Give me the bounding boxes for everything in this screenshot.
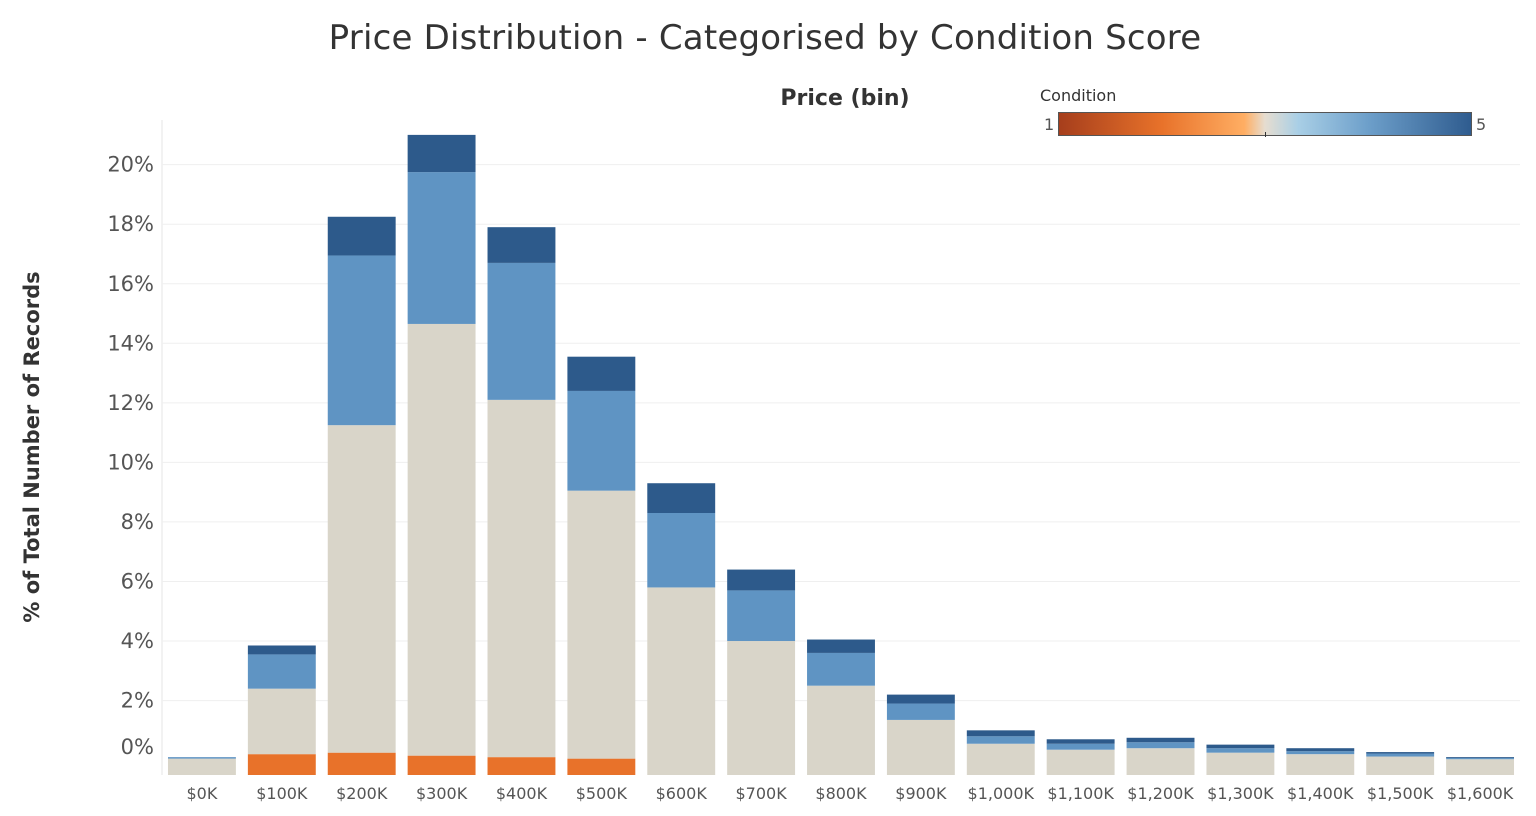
bar-segment[interactable] <box>966 730 1035 737</box>
bar-segment[interactable] <box>1286 751 1355 755</box>
bar-segment[interactable] <box>1046 743 1115 750</box>
x-tick-label: $700K <box>736 784 788 803</box>
bar-segment[interactable] <box>567 490 636 759</box>
x-tick-labels: $0K $100K $200K $300K $400K $500K $600K $700K $8… <box>187 784 1514 803</box>
chart-title: Price Distribution - Categorised by Cond… <box>328 18 1202 58</box>
x-tick-label: $300K <box>416 784 468 803</box>
bar-segment[interactable] <box>886 694 955 704</box>
bar-segment[interactable] <box>327 425 396 753</box>
bar-segment[interactable] <box>1366 756 1435 775</box>
bar-segment[interactable] <box>966 743 1035 775</box>
bar-segment[interactable] <box>1446 757 1515 759</box>
bar-segment[interactable] <box>567 390 636 491</box>
y-tick-label: 20% <box>107 153 154 177</box>
y-tick-label: 14% <box>107 331 154 355</box>
legend-max-label: 5 <box>1476 115 1487 134</box>
bar-segment[interactable] <box>727 590 796 642</box>
bar-segment[interactable] <box>647 587 716 775</box>
bar-segment[interactable] <box>167 757 236 759</box>
legend-midpoint-tick <box>1265 132 1266 137</box>
x-tick-label: $1,400K <box>1287 784 1354 803</box>
x-tick-label: $1,500K <box>1367 784 1434 803</box>
x-tick-label: $100K <box>256 784 308 803</box>
bar-segment[interactable] <box>886 703 955 720</box>
bar-segment[interactable] <box>1366 753 1435 757</box>
x-axis-label: Price (bin) <box>780 86 910 111</box>
bar-segment[interactable] <box>1046 739 1115 744</box>
x-tick-label: $600K <box>656 784 708 803</box>
x-tick-label: $1,600K <box>1447 784 1514 803</box>
bar-segment[interactable] <box>567 356 636 391</box>
y-tick-label: 6% <box>121 569 154 593</box>
bar-segment[interactable] <box>1126 748 1195 775</box>
x-tick-label: $800K <box>815 784 867 803</box>
y-tick-label: 4% <box>121 629 154 653</box>
bar-segment[interactable] <box>807 639 875 653</box>
bar-segment[interactable] <box>567 758 636 775</box>
bar-segment[interactable] <box>167 758 236 775</box>
bar-segment[interactable] <box>1446 758 1515 760</box>
bar-segment[interactable] <box>327 752 396 775</box>
x-tick-label: $900K <box>895 784 947 803</box>
bar-segment[interactable] <box>327 255 396 426</box>
bar-segment[interactable] <box>1206 748 1275 753</box>
bar-segment[interactable] <box>1046 749 1115 775</box>
x-tick-label: $1,100K <box>1047 784 1114 803</box>
bar-segment[interactable] <box>487 399 556 758</box>
y-tick-label: 0% <box>121 735 154 759</box>
y-tick-label: 10% <box>107 450 154 474</box>
bar-segment[interactable] <box>407 134 476 173</box>
bar-segment[interactable] <box>1206 752 1275 775</box>
y-tick-label: 16% <box>107 272 154 296</box>
bar-segment[interactable] <box>487 262 556 400</box>
y-tick-label: 12% <box>107 391 154 415</box>
bar-segment[interactable] <box>966 736 1035 744</box>
y-tick-labels: 0% 2% 4% 6% 8% 10% 12% 14% 16% 18% 20% <box>107 153 154 759</box>
x-tick-label: $1,000K <box>968 784 1035 803</box>
bar-segment[interactable] <box>247 688 316 755</box>
bar-segment[interactable] <box>807 685 875 775</box>
bar-segment[interactable] <box>1206 744 1275 749</box>
bar-segment[interactable] <box>487 757 556 775</box>
bar-segment[interactable] <box>1286 748 1355 752</box>
bar-segment[interactable] <box>727 641 796 775</box>
x-tick-label: $0K <box>187 784 218 803</box>
y-tick-label: 18% <box>107 212 154 236</box>
y-tick-label: 8% <box>121 510 154 534</box>
bar-segment[interactable] <box>327 216 396 256</box>
bar-segment[interactable] <box>407 172 476 324</box>
legend-title: Condition <box>1040 86 1117 105</box>
bar-segment[interactable] <box>807 652 875 686</box>
bar-segment[interactable] <box>647 513 716 588</box>
x-tick-label: $500K <box>576 784 628 803</box>
x-tick-label: $200K <box>336 784 388 803</box>
legend-min-label: 1 <box>1044 115 1055 134</box>
bar-segment[interactable] <box>1126 737 1195 743</box>
bars <box>167 134 1515 775</box>
bar-segment[interactable] <box>1366 752 1435 754</box>
bar-segment[interactable] <box>647 483 716 513</box>
bar-segment[interactable] <box>247 645 316 655</box>
bar-segment[interactable] <box>727 569 796 591</box>
y-tick-label: 2% <box>121 689 154 713</box>
x-tick-label: $1,300K <box>1207 784 1274 803</box>
bar-segment[interactable] <box>1286 754 1355 775</box>
x-tick-label: $1,200K <box>1127 784 1194 803</box>
bar-segment[interactable] <box>247 754 316 775</box>
x-tick-label: $400K <box>496 784 548 803</box>
bar-segment[interactable] <box>407 323 476 756</box>
bar-segment[interactable] <box>886 719 955 775</box>
bar-segment[interactable] <box>247 654 316 689</box>
bar-segment[interactable] <box>407 755 476 775</box>
bar-segment[interactable] <box>1126 742 1195 749</box>
bar-segment[interactable] <box>1446 759 1515 775</box>
bar-segment[interactable] <box>487 227 556 263</box>
